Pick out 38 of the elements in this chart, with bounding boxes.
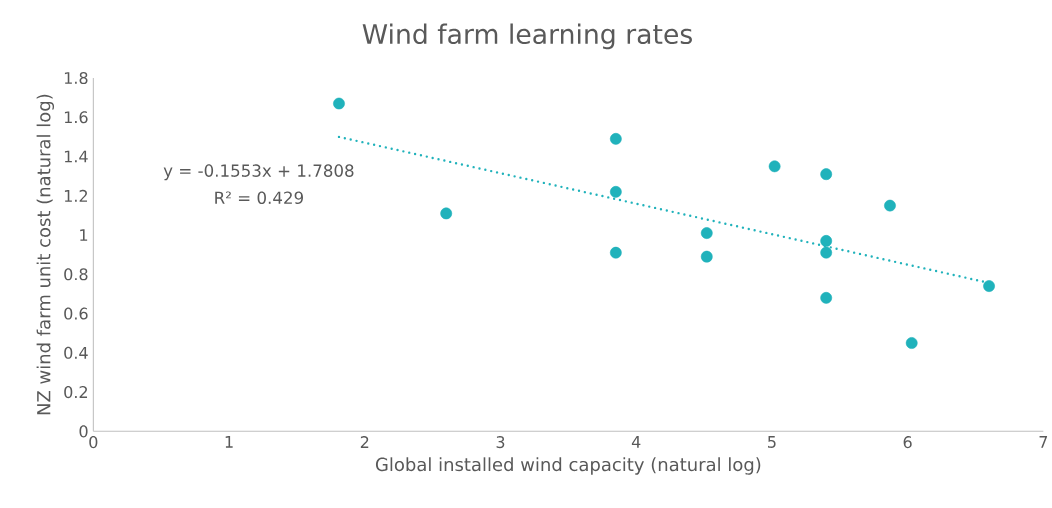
y-tick-label: 0.4 [64,346,88,359]
point [820,168,833,181]
x-tick-label: 6 [903,436,912,449]
point [700,250,713,263]
y-tick-label: 0.2 [64,386,88,399]
y-tick-label: 1.4 [64,150,88,163]
point [333,97,345,110]
point [768,160,781,173]
y-tick-label: 0 [79,425,88,438]
x-axis-title: Global installed wind capacity (natural log) [375,457,761,475]
x-tick-label: 3 [496,436,505,449]
point [983,280,995,292]
point [905,337,918,349]
y-axis-title: NZ wind farm unit cost (natural log) [36,94,55,415]
x-tick-label: 4 [631,436,641,448]
point [609,246,622,259]
y-tick-label: 1.6 [64,111,88,124]
y-tick-label: 1.2 [64,189,88,202]
y-tick-label: 0.6 [64,307,88,320]
point [440,207,453,220]
x-tick-label: 7 [1039,436,1048,448]
point [884,199,896,212]
annotation: R² = 0.429 [215,191,303,205]
point [820,235,833,247]
point [820,246,833,259]
point [609,185,622,198]
chart-title: Wind farm learning rates [362,23,692,50]
y-tick-label: 0.8 [64,268,88,281]
point [609,132,622,145]
x-tick-label: 1 [225,436,233,448]
point [820,291,833,304]
y-tick-label: 1.8 [64,71,88,85]
annotation: y = -0.1553x + 1.7808 [163,164,354,181]
x-tick-label: 0 [89,436,98,449]
point [700,227,713,239]
x-tick-label: 2 [360,436,369,448]
x-tick-label: 5 [768,436,776,448]
y-tick-label: 1 [80,229,88,241]
